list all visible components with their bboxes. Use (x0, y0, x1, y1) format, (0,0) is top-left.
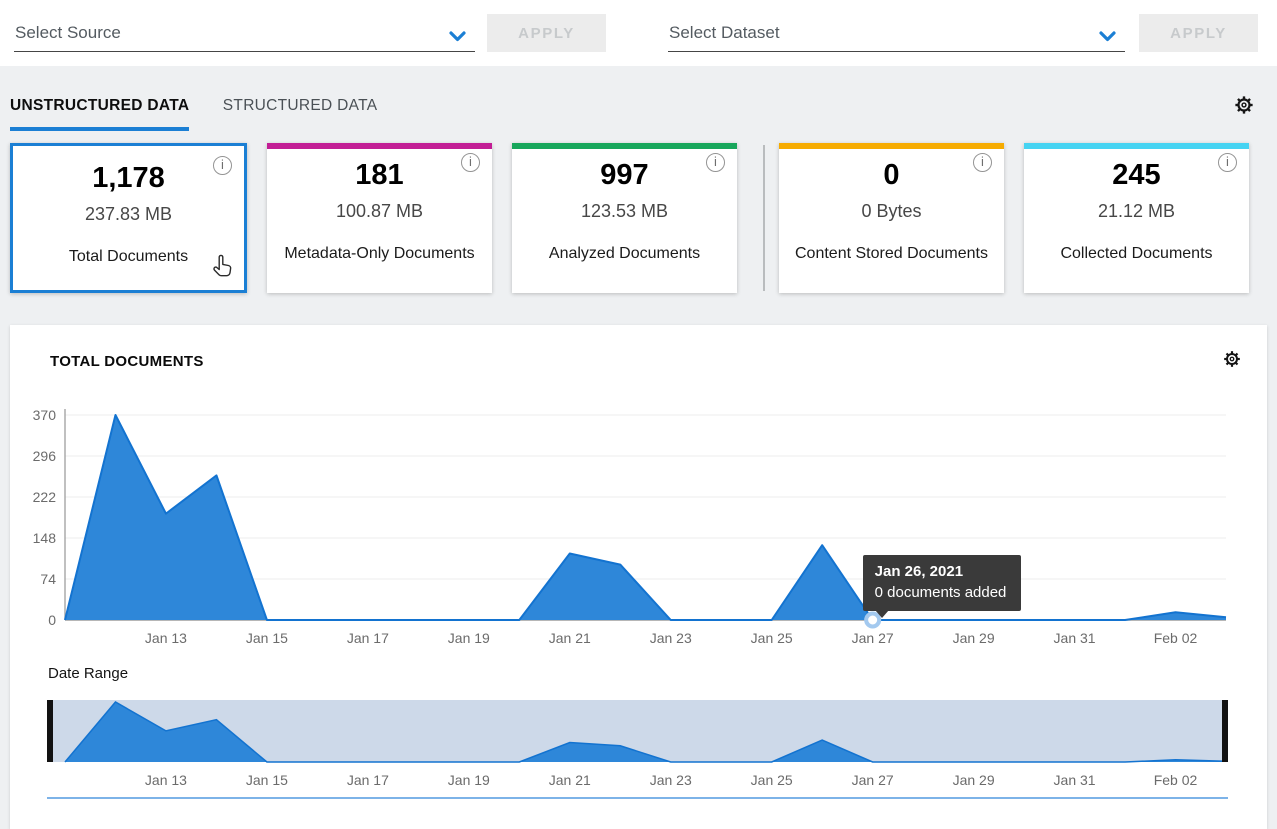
tooltip-date: Jan 26, 2021 (875, 561, 1007, 582)
source-apply-button[interactable]: APPLY (487, 14, 606, 52)
brush-x-axis-tick-label: Jan 21 (549, 772, 591, 788)
dataset-select-placeholder: Select Dataset (669, 23, 780, 43)
card-count: 997 (512, 159, 737, 192)
dataset-select[interactable]: Select Dataset (668, 16, 1125, 52)
stat-cards: 1,178 237.83 MB Total Documents 181 100.… (10, 143, 1269, 293)
brush-x-axis-tick-label: Jan 31 (1054, 772, 1096, 788)
info-icon[interactable] (1218, 153, 1237, 172)
brush-x-axis-tick-label: Jan 19 (448, 772, 490, 788)
info-icon[interactable] (973, 153, 992, 172)
x-axis-tick-label: Jan 27 (852, 630, 894, 646)
y-axis-tick-label: 0 (48, 612, 56, 628)
card-size: 100.87 MB (267, 201, 492, 222)
brush-x-axis-tick-label: Jan 13 (145, 772, 187, 788)
card-count: 1,178 (13, 162, 244, 195)
source-select-placeholder: Select Source (15, 23, 121, 43)
y-axis-tick-label: 222 (33, 489, 57, 505)
date-range-label: Date Range (48, 665, 128, 682)
source-select[interactable]: Select Source (14, 16, 475, 52)
y-axis-tick-label: 74 (40, 571, 56, 587)
x-axis-tick-label: Jan 17 (347, 630, 389, 646)
chevron-down-icon (449, 29, 466, 47)
card-label: Collected Documents (1024, 245, 1249, 263)
brush-x-axis-tick-label: Jan 29 (953, 772, 995, 788)
cards-divider (763, 145, 765, 291)
chart-tooltip: Jan 26, 2021 0 documents added (863, 555, 1022, 611)
y-axis-tick-label: 148 (33, 530, 57, 546)
tooltip-value: 0 documents added (875, 584, 1007, 601)
card-accent-strip (267, 143, 492, 149)
y-axis-tick-label: 296 (33, 448, 57, 464)
card-accent-strip (779, 143, 1004, 149)
stat-card-content-stored-documents[interactable]: 0 0 Bytes Content Stored Documents (779, 143, 1004, 293)
dataset-apply-button[interactable]: APPLY (1139, 14, 1258, 52)
area-series[interactable] (65, 415, 1226, 620)
brush-x-axis-tick-label: Jan 25 (751, 772, 793, 788)
card-accent-strip (1024, 143, 1249, 149)
card-size: 21.12 MB (1024, 201, 1249, 222)
total-documents-panel: TOTAL DOCUMENTS 370296222148740Jan 13Jan… (10, 325, 1267, 829)
info-icon[interactable] (461, 153, 480, 172)
x-axis-tick-label: Jan 19 (448, 630, 490, 646)
card-count: 245 (1024, 159, 1249, 192)
stat-card-metadata-only-documents[interactable]: 181 100.87 MB Metadata-Only Documents (267, 143, 492, 293)
brush-x-axis-tick-label: Jan 23 (650, 772, 692, 788)
stat-card-collected-documents[interactable]: 245 21.12 MB Collected Documents (1024, 143, 1249, 293)
info-icon[interactable] (213, 156, 232, 175)
card-label: Metadata-Only Documents (267, 245, 492, 263)
card-size: 237.83 MB (13, 204, 244, 225)
info-icon[interactable] (706, 153, 725, 172)
brush-handle-right[interactable] (1222, 700, 1228, 762)
card-accent-strip (512, 143, 737, 149)
x-axis-tick-label: Jan 13 (145, 630, 187, 646)
dashboard-page: Select Source APPLY Select Dataset APPLY… (0, 0, 1277, 829)
card-count: 0 (779, 159, 1004, 192)
documents-area-chart[interactable]: 370 296 222 148 74 0 Jan 13 Jan 13 Jan 15 Jan 15 J… (10, 325, 1267, 829)
x-axis-tick-label: Jan 21 (549, 630, 591, 646)
x-axis-tick-label: Jan 31 (1054, 630, 1096, 646)
filter-bar: Select Source APPLY Select Dataset APPLY (0, 0, 1277, 66)
tab-unstructured-data[interactable]: UNSTRUCTURED DATA (10, 97, 189, 131)
card-size: 0 Bytes (779, 201, 1004, 222)
card-size: 123.53 MB (512, 201, 737, 222)
brush-x-axis-tick-label: Jan 27 (852, 772, 894, 788)
x-axis-tick-label: Jan 29 (953, 630, 995, 646)
brush-x-axis-tick-label: Jan 15 (246, 772, 288, 788)
brush-handle-left[interactable] (47, 700, 53, 762)
stat-card-analyzed-documents[interactable]: 997 123.53 MB Analyzed Documents (512, 143, 737, 293)
card-label: Analyzed Documents (512, 245, 737, 263)
card-label: Content Stored Documents (779, 245, 1004, 263)
card-count: 181 (267, 159, 492, 192)
y-axis-tick-label: 370 (33, 407, 57, 423)
x-axis-tick-label: Jan 15 (246, 630, 288, 646)
tab-structured-data[interactable]: STRUCTURED DATA (223, 97, 378, 127)
stat-card-total-documents[interactable]: 1,178 237.83 MB Total Documents (10, 143, 247, 293)
x-axis-tick-label: Jan 23 (650, 630, 692, 646)
x-axis-tick-label: Feb 02 (1154, 630, 1198, 646)
card-label: Total Documents (13, 248, 244, 266)
gear-icon[interactable] (1233, 94, 1255, 116)
brush-x-axis-tick-label: Jan 17 (347, 772, 389, 788)
data-type-tabs: UNSTRUCTURED DATA STRUCTURED DATA (10, 97, 406, 131)
brush-x-axis-tick-label: Feb 02 (1154, 772, 1198, 788)
x-axis-tick-label: Jan 25 (751, 630, 793, 646)
chevron-down-icon (1099, 29, 1116, 47)
